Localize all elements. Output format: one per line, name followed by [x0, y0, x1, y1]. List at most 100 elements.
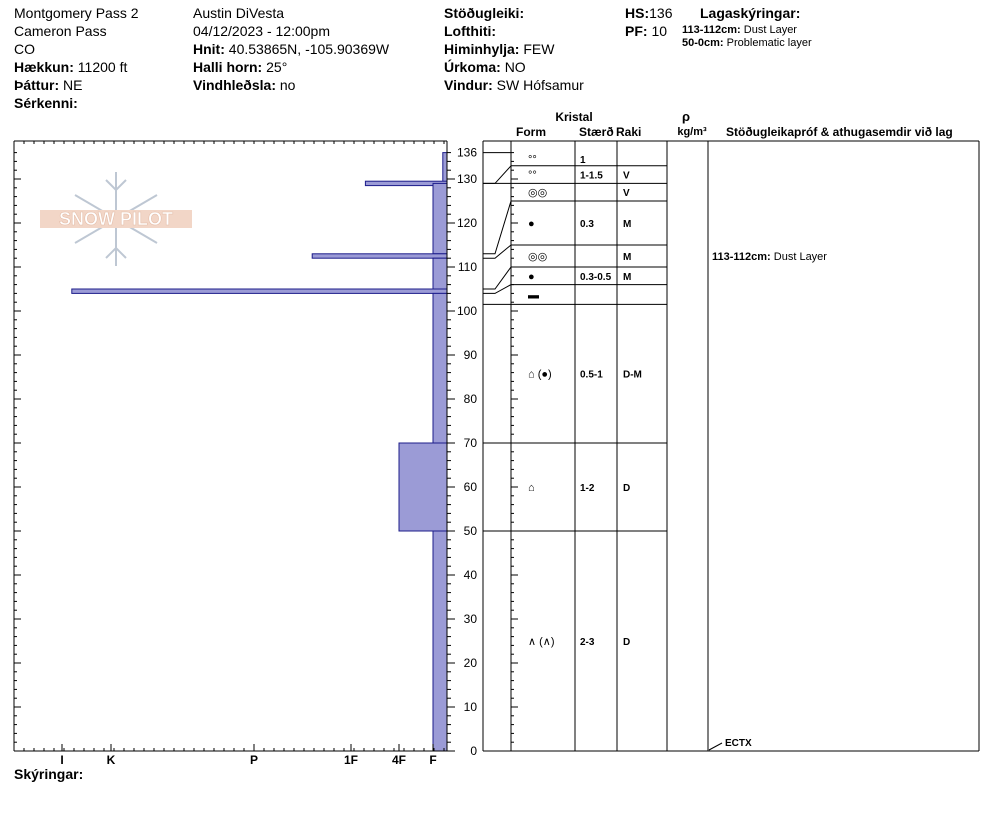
col-form: Form	[516, 125, 546, 139]
depth-tick-label: 60	[464, 480, 478, 494]
layer-size: 1	[580, 155, 586, 166]
layer-note-1: 113-112cm: Dust Layer	[682, 24, 812, 37]
layer-form: ▬	[528, 290, 539, 302]
header-right: Stöðugleiki: Lofthiti: Himinhylja: FEW Ú…	[444, 4, 584, 94]
windload-value: no	[279, 77, 296, 93]
col-density-symbol: ρ	[682, 109, 690, 124]
depth-tick-label: 20	[464, 656, 478, 670]
hardness-label: 1F	[344, 753, 358, 767]
features-label: Sérkenni:	[14, 95, 78, 111]
elevation-label: Hækkun:	[14, 59, 74, 75]
hardness-label: K	[107, 753, 116, 767]
col-crystal: Kristal	[555, 110, 592, 124]
snowpilot-logo: SNOW PILOT	[40, 172, 192, 266]
layer-form: °°	[528, 170, 537, 182]
col-tests: Stöðugleikapróf & athugasemdir við lag	[726, 125, 953, 139]
datetime: 04/12/2023 - 12:00pm	[193, 23, 330, 39]
depth-tick-label: 50	[464, 524, 478, 538]
elevation: Hækkun: 11200 ft	[14, 58, 139, 76]
hardness-bar	[432, 257, 448, 290]
test-label: ECTX	[725, 738, 752, 749]
layer-note-1-text: Dust Layer	[743, 24, 797, 36]
hardness-bar	[71, 288, 448, 294]
layer-form: ◎◎	[528, 251, 547, 263]
airtemp: Lofthiti:	[444, 22, 584, 40]
layer-form: °°	[528, 154, 537, 166]
hardness-label: P	[250, 753, 258, 767]
logo-band	[40, 210, 192, 228]
layer-form: ∧ (∧)	[528, 636, 555, 648]
site-name: Montgomery Pass 2	[14, 5, 139, 21]
layer-form: ⌂ (●)	[528, 369, 552, 381]
sky-value: FEW	[523, 41, 555, 57]
layer-size: 0.3	[580, 219, 594, 230]
stability-label: Stöðugleiki:	[444, 5, 525, 21]
hardness-label: F	[429, 753, 436, 767]
comment-text: Dust Layer	[771, 251, 828, 263]
slope-value: 25°	[266, 59, 288, 75]
layer-moisture: M	[623, 219, 631, 230]
layer-moisture: M	[623, 252, 631, 263]
layer-form: ●	[528, 271, 535, 283]
layer-size: 1-2	[580, 483, 595, 494]
hardness-plot: 0 10 20 30 40 50 60 70 80 90 100 110 120 130 136 I K P 1F 4…	[13, 140, 518, 767]
depth-tick-label: 40	[464, 568, 478, 582]
comment-range: 113-112cm:	[712, 251, 771, 263]
layer-note-2: 50-0cm: Problematic layer	[682, 37, 812, 50]
elevation-value: 11200 ft	[77, 59, 128, 75]
hs-label: HS:	[625, 5, 650, 21]
hs: HS:136	[625, 4, 672, 22]
layer-note-2-text: Problematic layer	[726, 37, 812, 49]
depth-tick-label: 0	[470, 744, 477, 758]
layer-size: 2-3	[580, 637, 595, 648]
depth-tick-label: 80	[464, 392, 478, 406]
sky-label: Himinhylja:	[444, 41, 520, 57]
col-moisture: Raki	[616, 125, 641, 139]
layer-size: 0.3-0.5	[580, 272, 612, 283]
col-size: Stærð	[579, 125, 614, 139]
precip-value: NO	[504, 59, 526, 75]
hardness-bar	[432, 292, 448, 444]
layer-connector	[483, 284, 512, 294]
layer-connector	[483, 200, 512, 255]
coords-label: Hnit:	[193, 41, 225, 57]
layer-form: ◎◎	[528, 187, 547, 199]
precip-label: Úrkoma:	[444, 59, 501, 75]
depth-tick-label: 130	[457, 172, 477, 186]
aspect-label: Þáttur:	[14, 77, 60, 93]
windload-label: Vindhleðsla:	[193, 77, 276, 93]
layer-size: 1-1.5	[580, 171, 603, 182]
layer-notes: 113-112cm: Dust Layer 50-0cm: Problemati…	[682, 24, 812, 50]
layer-moisture: V	[623, 188, 630, 199]
layer-size: 0.5-1	[580, 370, 603, 381]
pf-label: PF:	[625, 23, 648, 39]
depth-tick-label: 90	[464, 348, 478, 362]
header-hs-pf: HS:136 PF: 10	[625, 4, 672, 40]
depth-tick-label: 30	[464, 612, 478, 626]
notes-label: Skýringar:	[14, 766, 84, 782]
observer: Austin DiVesta	[193, 5, 285, 21]
depth-tick-label: 120	[457, 216, 477, 230]
logo-text: SNOW PILOT	[59, 209, 173, 229]
layer-moisture: M	[623, 272, 631, 283]
hardness-bar	[311, 253, 448, 259]
layer-moisture: D-M	[623, 370, 642, 381]
layer-note-1-range: 113-112cm:	[682, 24, 741, 36]
layer-form: ⌂	[528, 482, 535, 494]
hs-value: 136	[649, 5, 673, 21]
features: Sérkenni:	[14, 94, 139, 112]
pf: PF: 10	[625, 22, 672, 40]
aspect: Þáttur: NE	[14, 76, 139, 94]
hardness-bar	[432, 530, 448, 752]
hardness-bar	[442, 152, 448, 184]
header-left: Montgomery Pass 2 Cameron Pass CO Hækkun…	[14, 4, 139, 112]
wind: Vindur: SW Hófsamur	[444, 76, 584, 94]
layer-moisture: D	[623, 483, 630, 494]
layer-connector	[483, 244, 512, 259]
depth-tick-label: 100	[457, 304, 477, 318]
stratigraphy-table: °° 1 °° 1-1.5 V ◎◎ V ● 0.3 M ◎◎ M ● 0.3-0.5 M ▬ ⌂ (●) 0.5…	[482, 140, 980, 752]
layer-connector	[483, 266, 512, 290]
state-name: CO	[14, 41, 35, 57]
layer-notes-title: Lagaskýringar:	[700, 5, 801, 21]
